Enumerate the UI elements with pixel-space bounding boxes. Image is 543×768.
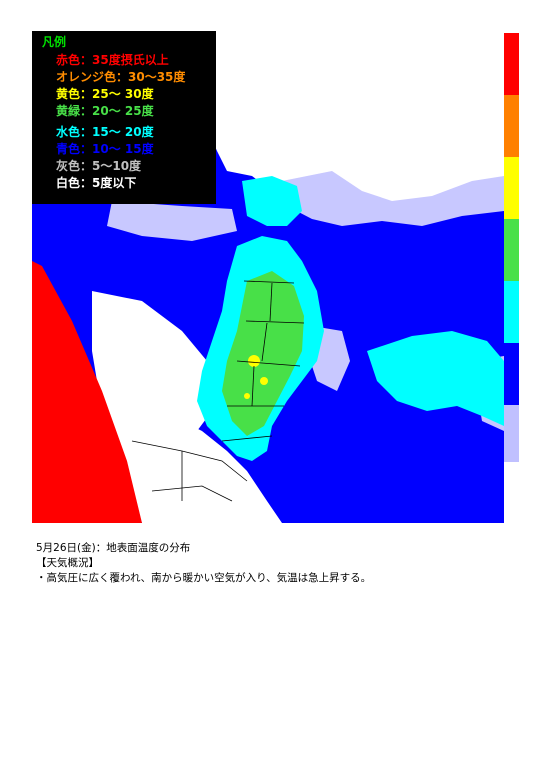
cool-patch bbox=[107, 201, 237, 241]
legend-item: 青色：10〜 15度 bbox=[56, 142, 154, 156]
scale-segment bbox=[504, 281, 519, 343]
scale-segment bbox=[504, 219, 519, 281]
warm-sea-band bbox=[367, 331, 504, 426]
scale-segment bbox=[504, 95, 519, 157]
legend-item: 赤色：35度摂氏以上 bbox=[56, 53, 169, 67]
scale-segment bbox=[504, 33, 519, 95]
cool-patch bbox=[282, 171, 504, 226]
legend-item: 黄色：25〜 30度 bbox=[56, 87, 154, 101]
legend-item: 灰色：5〜10度 bbox=[56, 159, 142, 173]
temperature-map bbox=[32, 31, 504, 523]
legend-item: 水色：15〜 20度 bbox=[56, 125, 154, 139]
scale-segment bbox=[504, 157, 519, 219]
hot-area-southwest bbox=[32, 261, 142, 523]
scale-segment bbox=[504, 405, 519, 462]
caption: 5月26日(金)：地表面温度の分布 【天気概況】 ・高気圧に広く覆われ、南から暖… bbox=[36, 541, 371, 586]
legend-item: 黄緑：20〜 25度 bbox=[56, 104, 154, 118]
scale-segment bbox=[504, 343, 519, 405]
prefecture-borders bbox=[131, 280, 305, 502]
legend-title: 凡例 bbox=[42, 35, 67, 49]
legend-item: オレンジ色：30〜35度 bbox=[56, 70, 186, 84]
cold-area-north bbox=[200, 31, 504, 216]
hot-spot bbox=[260, 377, 268, 385]
hot-spot bbox=[248, 355, 260, 367]
hokkaido-south bbox=[242, 176, 302, 226]
hot-spot bbox=[244, 393, 250, 399]
legend-item: 白色：5度以下 bbox=[56, 176, 137, 190]
map-image bbox=[32, 31, 504, 523]
caption-weather-summary: ・高気圧に広く覆われ、南から暖かい空気が入り、気温は急上昇する。 bbox=[36, 572, 372, 584]
legend: 凡例 赤色：35度摂氏以上オレンジ色：30〜35度 黄色：25〜 30度 黄緑：20… bbox=[32, 31, 216, 204]
kanto-chubu-region bbox=[127, 416, 282, 523]
color-scale-bar bbox=[504, 33, 519, 462]
caption-date-title: 5月26日(金)：地表面温度の分布 bbox=[36, 542, 191, 554]
caption-section-heading: 【天気概況】 bbox=[36, 557, 99, 569]
